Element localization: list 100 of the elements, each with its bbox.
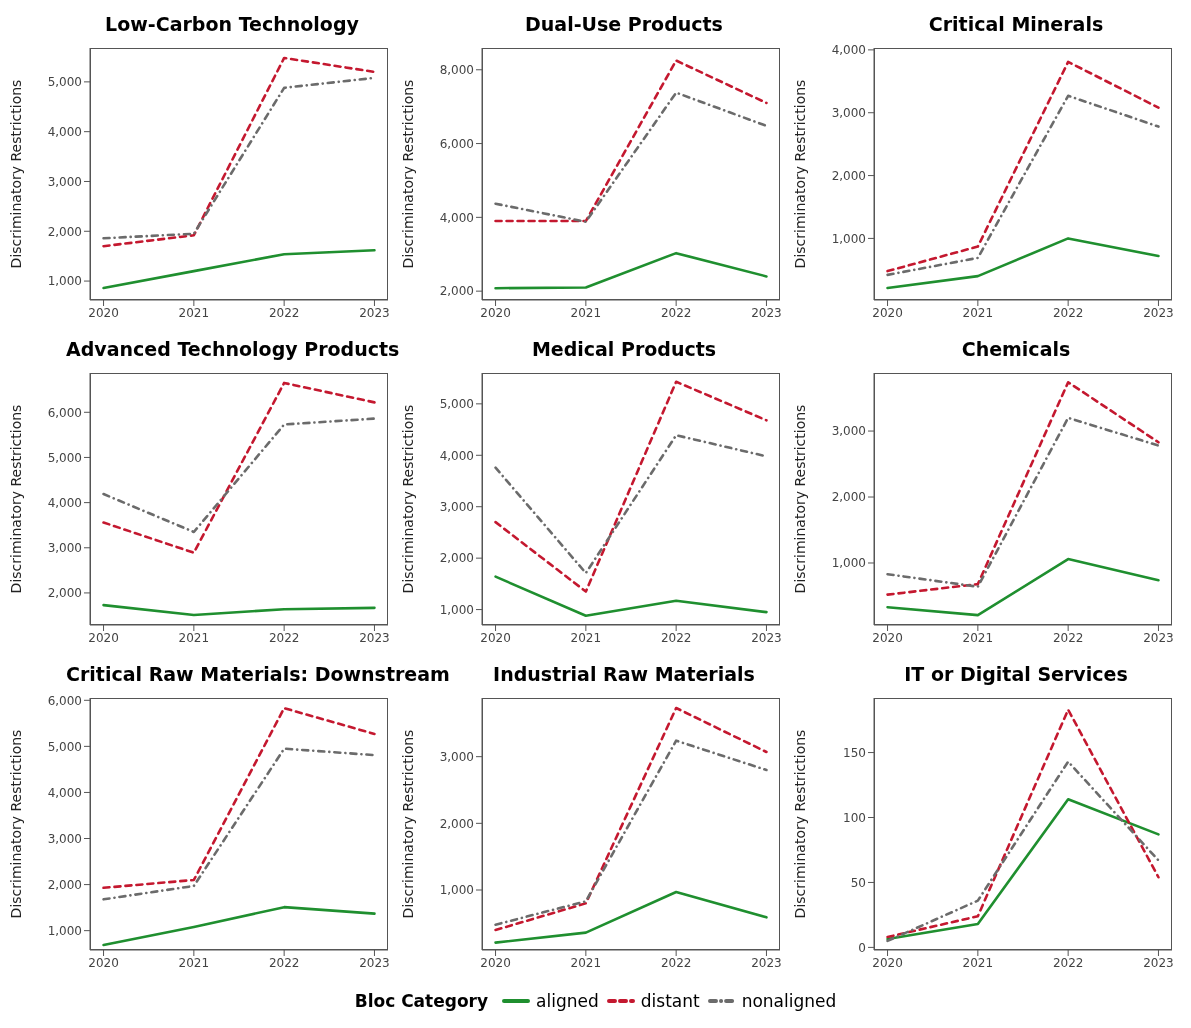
line-series — [886, 237, 1160, 290]
y-tick-label: 5,000 — [47, 75, 82, 90]
x-tick-label: 2021 — [178, 305, 210, 320]
y-tick-label: 6,000 — [47, 405, 82, 420]
line-series — [494, 91, 768, 224]
x-tick-label: 2021 — [570, 955, 602, 970]
line-series — [494, 251, 768, 290]
y-axis-title: Discriminatory Restrictions — [7, 79, 24, 269]
x-tick-label: 2020 — [480, 305, 511, 320]
y-tick-label: 8,000 — [439, 63, 474, 78]
y-tick-label: 0 — [858, 940, 866, 955]
x-tick-label: 2020 — [872, 305, 903, 320]
x-tick-label: 2020 — [872, 630, 903, 645]
y-tick-label: 2,000 — [831, 490, 866, 505]
line-series — [102, 381, 376, 555]
y-tick-label: 4,000 — [47, 495, 82, 510]
y-tick-label: 1,000 — [47, 274, 82, 289]
x-tick-label: 2022 — [268, 305, 300, 320]
chart-title: Critical Minerals — [927, 12, 1105, 37]
y-tick-label: 100 — [843, 810, 866, 825]
chart-title: Advanced Technology Products — [65, 337, 400, 362]
x-tick-label: 2020 — [88, 305, 119, 320]
y-tick-label: 5,000 — [47, 450, 82, 465]
y-axis-title: Discriminatory Restrictions — [7, 729, 24, 919]
y-tick-label: 3,000 — [439, 499, 474, 514]
line-series — [886, 708, 1160, 939]
legend-label: nonaligned — [741, 991, 837, 1011]
y-tick-label: 3,000 — [439, 749, 474, 764]
x-tick-label: 2022 — [1052, 955, 1084, 970]
y-tick-label: 4,000 — [831, 43, 866, 58]
line-series — [494, 380, 768, 593]
x-tick-label: 2020 — [88, 630, 119, 645]
x-tick-label: 2021 — [570, 305, 602, 320]
x-tick-label: 2021 — [962, 955, 994, 970]
x-tick-label: 2021 — [962, 305, 994, 320]
y-tick-label: 1,000 — [831, 556, 866, 571]
y-tick-label: 1,000 — [47, 923, 82, 938]
line-series — [102, 417, 376, 534]
y-tick-label: 4,000 — [439, 448, 474, 463]
line-series — [494, 706, 768, 932]
line-series — [886, 94, 1160, 277]
x-tick-label: 2023 — [1143, 305, 1174, 320]
line-series — [886, 416, 1160, 589]
line-series — [494, 890, 768, 944]
x-tick-label: 2023 — [359, 955, 390, 970]
y-tick-label: 2,000 — [439, 284, 474, 299]
x-tick-label: 2023 — [751, 955, 782, 970]
y-tick-label: 5,000 — [47, 739, 82, 754]
chart-title: Industrial Raw Materials — [493, 663, 755, 685]
chart-title: Critical Raw Materials: Downstream — [65, 662, 450, 687]
legend-label: distant — [640, 991, 700, 1011]
line-series — [102, 905, 376, 947]
y-tick-label: 50 — [850, 875, 866, 890]
y-tick-label: 4,000 — [439, 210, 474, 225]
y-axis-title: Discriminatory Restrictions — [791, 79, 808, 269]
x-tick-label: 2020 — [480, 630, 511, 645]
x-tick-label: 2021 — [570, 630, 602, 645]
x-tick-label: 2023 — [1143, 955, 1174, 970]
x-tick-label: 2022 — [660, 955, 692, 970]
y-tick-label: 6,000 — [439, 136, 474, 151]
x-tick-label: 2020 — [480, 955, 511, 970]
y-axis-title: Discriminatory Restrictions — [7, 404, 24, 594]
y-axis-title: Discriminatory Restrictions — [399, 404, 416, 594]
y-tick-label: 3,000 — [831, 105, 866, 120]
y-tick-label: 5,000 — [439, 397, 474, 412]
y-tick-label: 3,000 — [47, 541, 82, 556]
y-axis-title: Discriminatory Restrictions — [791, 404, 808, 594]
y-tick-label: 4,000 — [47, 785, 82, 800]
chart-title: IT or Digital Services — [903, 662, 1129, 687]
legend-label: aligned — [536, 991, 599, 1011]
x-tick-label: 2021 — [178, 955, 210, 970]
y-tick-label: 150 — [843, 745, 866, 760]
line-series — [102, 706, 376, 890]
line-series — [886, 380, 1160, 596]
x-tick-label: 2022 — [1052, 305, 1084, 320]
x-tick-label: 2022 — [268, 630, 300, 645]
line-series — [886, 798, 1160, 941]
y-tick-label: 1,000 — [439, 883, 474, 898]
line-series — [886, 760, 1160, 943]
x-tick-label: 2023 — [359, 305, 390, 320]
chart-title: Low-Carbon Technology — [104, 12, 360, 37]
y-tick-label: 2,000 — [831, 168, 866, 183]
y-tick-label: 3,000 — [47, 831, 82, 846]
chart-title: Medical Products — [530, 337, 718, 362]
y-axis-title: Discriminatory Restrictions — [791, 729, 808, 919]
y-tick-label: 6,000 — [47, 693, 82, 708]
y-tick-label: 3,000 — [831, 424, 866, 439]
line-series — [886, 60, 1160, 273]
x-tick-label: 2020 — [872, 955, 903, 970]
x-tick-label: 2023 — [1143, 630, 1174, 645]
y-tick-label: 2,000 — [47, 586, 82, 601]
chart-title: Dual-Use Products — [524, 12, 724, 37]
y-tick-label: 2,000 — [439, 551, 474, 566]
y-axis-title: Discriminatory Restrictions — [399, 729, 416, 919]
line-series — [494, 739, 768, 926]
y-tick-label: 4,000 — [47, 124, 82, 139]
y-tick-label: 2,000 — [47, 224, 82, 239]
y-tick-label: 1,000 — [439, 602, 474, 617]
chart-title: Chemicals — [960, 337, 1072, 362]
y-tick-label: 3,000 — [47, 174, 82, 189]
